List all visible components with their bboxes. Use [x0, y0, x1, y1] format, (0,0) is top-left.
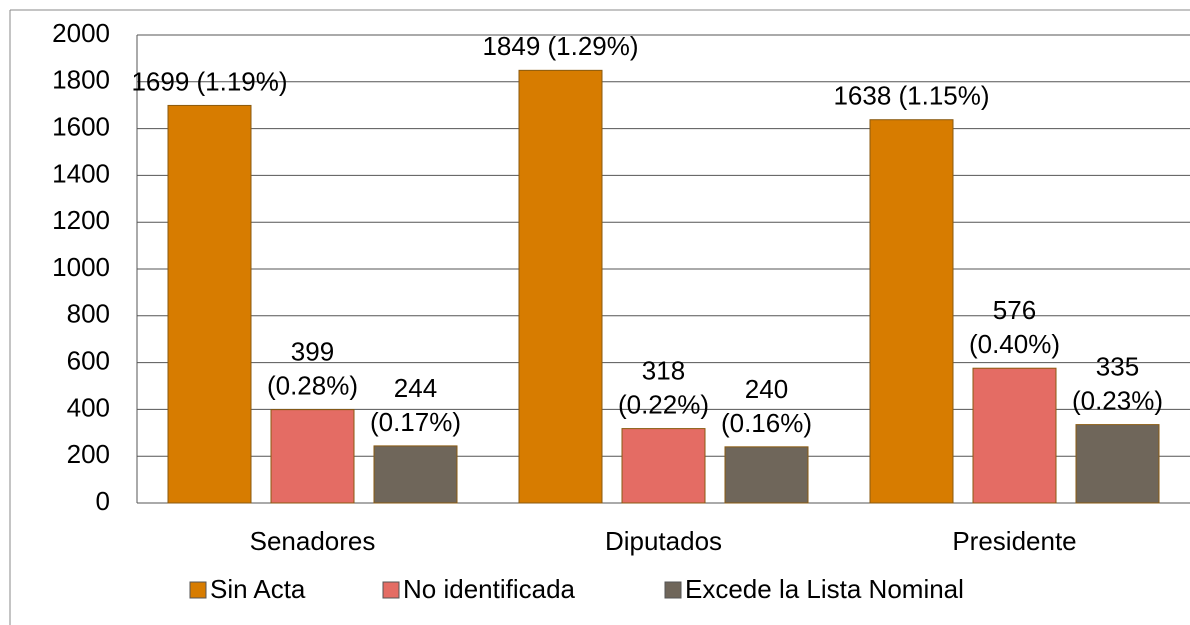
data-label: 318 (0.22%) — [618, 355, 709, 419]
y-tick-label: 0 — [96, 486, 110, 516]
legend-label: No identificada — [403, 574, 576, 604]
legend-label: Excede la Lista Nominal — [685, 574, 964, 604]
bar — [270, 409, 355, 504]
data-label: 1699 (1.19%) — [131, 66, 287, 96]
x-tick-label: Senadores — [250, 526, 376, 556]
x-tick-label: Presidente — [952, 526, 1076, 556]
bar — [972, 367, 1057, 504]
data-label: 1849 (1.29%) — [482, 31, 638, 61]
y-tick-label: 200 — [67, 439, 110, 469]
data-label: 240 (0.16%) — [721, 374, 812, 438]
y-tick-label: 1000 — [52, 252, 110, 282]
bar — [869, 119, 954, 504]
y-tick-label: 1400 — [52, 158, 110, 188]
legend-swatch — [382, 581, 400, 599]
x-tick-label: Diputados — [605, 526, 722, 556]
y-tick-label: 800 — [67, 299, 110, 329]
legend-swatch — [664, 581, 682, 599]
bar — [1075, 424, 1160, 504]
bar — [373, 445, 458, 504]
y-tick-label: 600 — [67, 345, 110, 375]
y-tick-label: 1200 — [52, 205, 110, 235]
data-label: 1638 (1.15%) — [833, 81, 989, 111]
data-label: 335 (0.23%) — [1072, 351, 1163, 415]
y-tick-label: 1800 — [52, 65, 110, 95]
y-tick-label: 1600 — [52, 111, 110, 141]
bar — [724, 446, 809, 504]
data-label: 244 (0.17%) — [370, 373, 461, 437]
data-label: 576 (0.40%) — [969, 295, 1060, 359]
y-tick-label: 400 — [67, 392, 110, 422]
legend-swatch — [189, 581, 207, 599]
legend-label: Sin Acta — [210, 574, 306, 604]
bar — [621, 428, 706, 504]
y-tick-label: 2000 — [52, 18, 110, 48]
data-label: 399 (0.28%) — [267, 337, 358, 401]
bar — [167, 104, 252, 504]
bar — [518, 69, 603, 504]
